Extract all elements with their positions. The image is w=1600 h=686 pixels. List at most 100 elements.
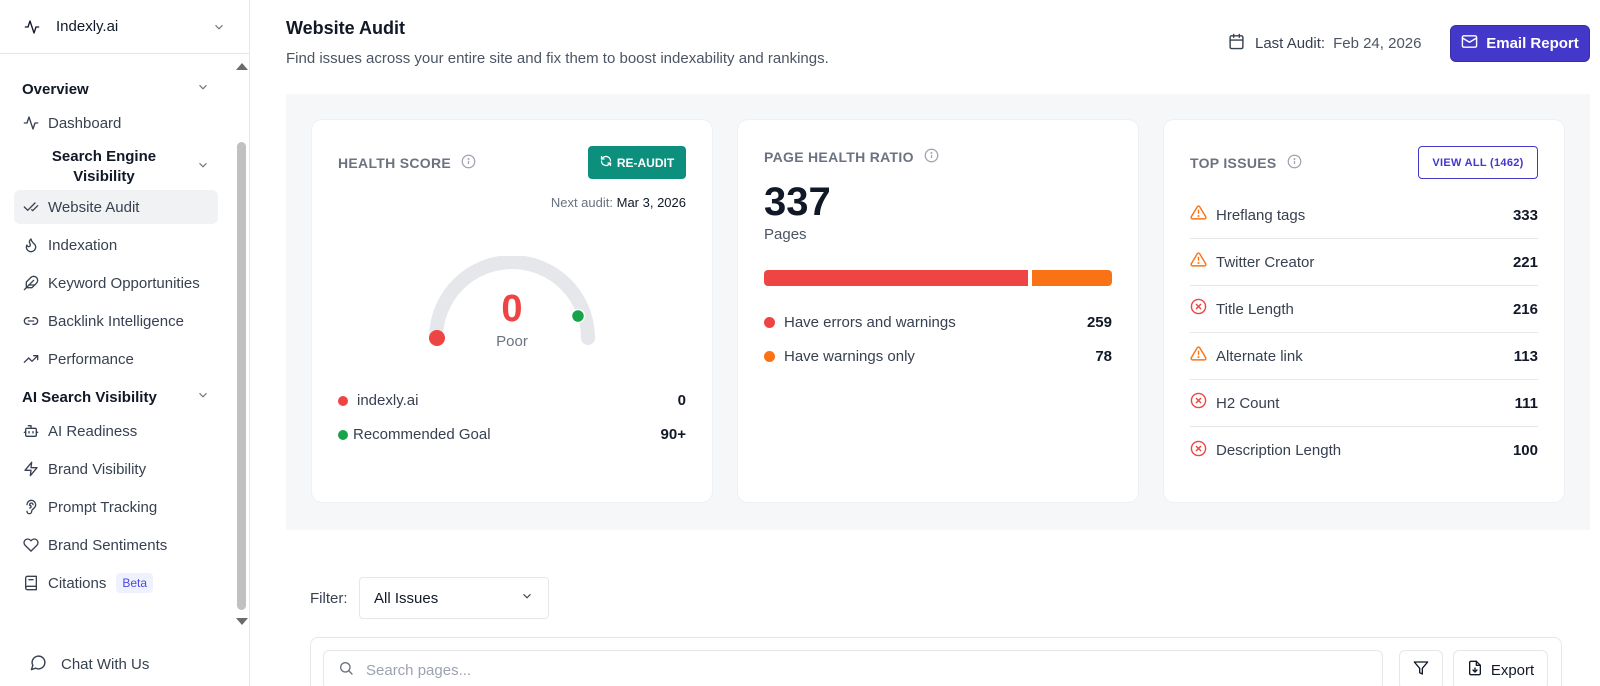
chevron-down-icon: [212, 20, 226, 34]
sidebar-item-performance[interactable]: Performance: [14, 342, 218, 376]
issue-filter-select[interactable]: All Issues: [359, 577, 549, 619]
bar-segment-errors: [764, 270, 1028, 286]
legend-errors: Have errors and warnings 259: [764, 314, 1112, 331]
issue-row[interactable]: Title Length 216: [1190, 286, 1538, 333]
flame-icon: [22, 236, 40, 254]
legend-site: indexly.ai 0: [338, 392, 686, 409]
workspace-switcher[interactable]: Indexly.ai: [0, 0, 250, 54]
zap-icon: [22, 460, 40, 478]
sidebar-scroll-thumb[interactable]: [237, 142, 246, 610]
sidebar-item-brand-sentiments[interactable]: Brand Sentiments: [14, 528, 218, 562]
info-icon[interactable]: [1287, 154, 1302, 172]
sidebar: Indexly.ai Overview Dashboard Search Eng…: [0, 0, 250, 686]
issue-label: Twitter Creator: [1216, 253, 1315, 271]
info-icon[interactable]: [461, 154, 476, 172]
sidebar-item-citations[interactable]: Citations Beta: [14, 566, 218, 600]
legend-value: 0: [677, 392, 686, 409]
filter-label: Filter:: [310, 590, 348, 607]
sidebar-item-label: Brand Sentiments: [48, 536, 168, 554]
scroll-down-arrow-icon[interactable]: [236, 618, 248, 625]
health-score-rating: Poor: [496, 333, 528, 350]
issue-row[interactable]: Twitter Creator 221: [1190, 239, 1538, 286]
sidebar-item-keyword-opportunities[interactable]: Keyword Opportunities: [14, 266, 218, 300]
activity-icon: [24, 19, 40, 35]
section-title: AI Search Visibility: [22, 388, 157, 406]
legend-label: indexly.ai: [357, 392, 419, 409]
trending-up-icon: [22, 350, 40, 368]
next-audit-label: Next audit:: [550, 195, 613, 210]
re-audit-button[interactable]: RE-AUDIT: [588, 146, 686, 179]
bar-segment-warnings: [1032, 270, 1112, 286]
bot-icon: [22, 422, 40, 440]
chat-label: Chat With Us: [61, 656, 150, 673]
sidebar-item-dashboard[interactable]: Dashboard: [14, 106, 218, 140]
selected-filter: All Issues: [374, 589, 439, 607]
search-input[interactable]: [366, 661, 1266, 679]
health-score-title: HEALTH SCORE: [338, 154, 476, 172]
email-report-button[interactable]: Email Report: [1450, 25, 1590, 62]
top-issues-card: TOP ISSUES VIEW ALL (1462) Hreflang tags…: [1164, 120, 1564, 502]
sidebar-item-label: Backlink Intelligence: [48, 312, 184, 330]
export-button[interactable]: Export: [1453, 650, 1548, 686]
export-label: Export: [1490, 661, 1535, 679]
issue-label: Title Length: [1216, 300, 1294, 318]
scroll-up-arrow-icon[interactable]: [236, 63, 248, 70]
issue-label: Alternate link: [1216, 347, 1303, 365]
sidebar-item-brand-visibility[interactable]: Brand Visibility: [14, 452, 218, 486]
error-circle-icon: [1190, 392, 1208, 410]
filter-button[interactable]: [1399, 650, 1443, 686]
issue-label: Hreflang tags: [1216, 206, 1306, 224]
legend-label: Have errors and warnings: [784, 314, 956, 331]
legend-dot: [338, 429, 348, 440]
health-score-value: 0: [501, 288, 523, 330]
sidebar-item-label: Prompt Tracking: [48, 498, 158, 516]
section-overview[interactable]: Overview: [14, 72, 218, 106]
issue-row[interactable]: H2 Count 111: [1190, 380, 1538, 427]
last-audit-date: Feb 24, 2026: [1333, 35, 1422, 52]
issue-count: 216: [1512, 300, 1538, 318]
view-all-issues-button[interactable]: VIEW ALL (1462): [1418, 146, 1538, 179]
page-health-bar: [764, 270, 1112, 286]
card-title-text: HEALTH SCORE: [338, 155, 452, 171]
refresh-icon: [600, 155, 612, 170]
page-subtitle: Find issues across your entire site and …: [286, 50, 829, 67]
top-issues-title: TOP ISSUES: [1190, 154, 1302, 172]
issue-row[interactable]: Description Length 100: [1190, 427, 1538, 474]
sidebar-item-backlink-intelligence[interactable]: Backlink Intelligence: [14, 304, 218, 338]
page-title: Website Audit: [286, 18, 406, 38]
error-circle-icon: [1190, 440, 1208, 458]
card-title-text: PAGE HEALTH RATIO: [764, 149, 914, 165]
sidebar-item-label: Indexation: [48, 236, 118, 254]
section-ai-search-visibility[interactable]: AI Search Visibility: [14, 380, 218, 414]
link-icon: [22, 312, 40, 330]
activity-icon: [22, 114, 40, 132]
message-circle-icon: [30, 654, 47, 675]
sidebar-item-website-audit[interactable]: Website Audit: [14, 190, 218, 224]
issue-label: H2 Count: [1216, 394, 1280, 412]
last-audit-label: Last Audit:: [1255, 35, 1326, 52]
sidebar-nav: Overview Dashboard Search Engine Visibil…: [14, 72, 218, 604]
sidebar-item-prompt-tracking[interactable]: Prompt Tracking: [14, 490, 218, 524]
sidebar-item-indexation[interactable]: Indexation: [14, 228, 218, 262]
legend-dot: [764, 351, 775, 362]
sidebar-item-ai-readiness[interactable]: AI Readiness: [14, 414, 218, 448]
subsection-title: Search Engine Visibility: [51, 148, 157, 185]
issue-row[interactable]: Alternate link 113: [1190, 333, 1538, 380]
info-icon[interactable]: [924, 148, 939, 166]
search-bar[interactable]: [323, 650, 1383, 686]
issue-row[interactable]: Hreflang tags 333: [1190, 192, 1538, 239]
legend-dot: [338, 395, 348, 406]
legend-warnings: Have warnings only 78: [764, 348, 1112, 365]
subsection-search-engine-visibility[interactable]: Search Engine Visibility: [14, 144, 218, 190]
legend-value: 78: [1095, 348, 1112, 365]
sidebar-item-label: AI Readiness: [48, 422, 138, 440]
chevron-down-icon: [196, 388, 210, 406]
card-title-text: TOP ISSUES: [1190, 155, 1277, 171]
calendar-icon: [1228, 33, 1245, 54]
legend-label: Recommended Goal: [353, 426, 491, 443]
mail-icon: [1461, 33, 1478, 54]
bar-segment-gap: [1028, 270, 1032, 286]
beta-badge: Beta: [116, 573, 154, 593]
issue-count: 333: [1512, 206, 1538, 224]
chat-with-us-button[interactable]: Chat With Us: [30, 654, 149, 675]
